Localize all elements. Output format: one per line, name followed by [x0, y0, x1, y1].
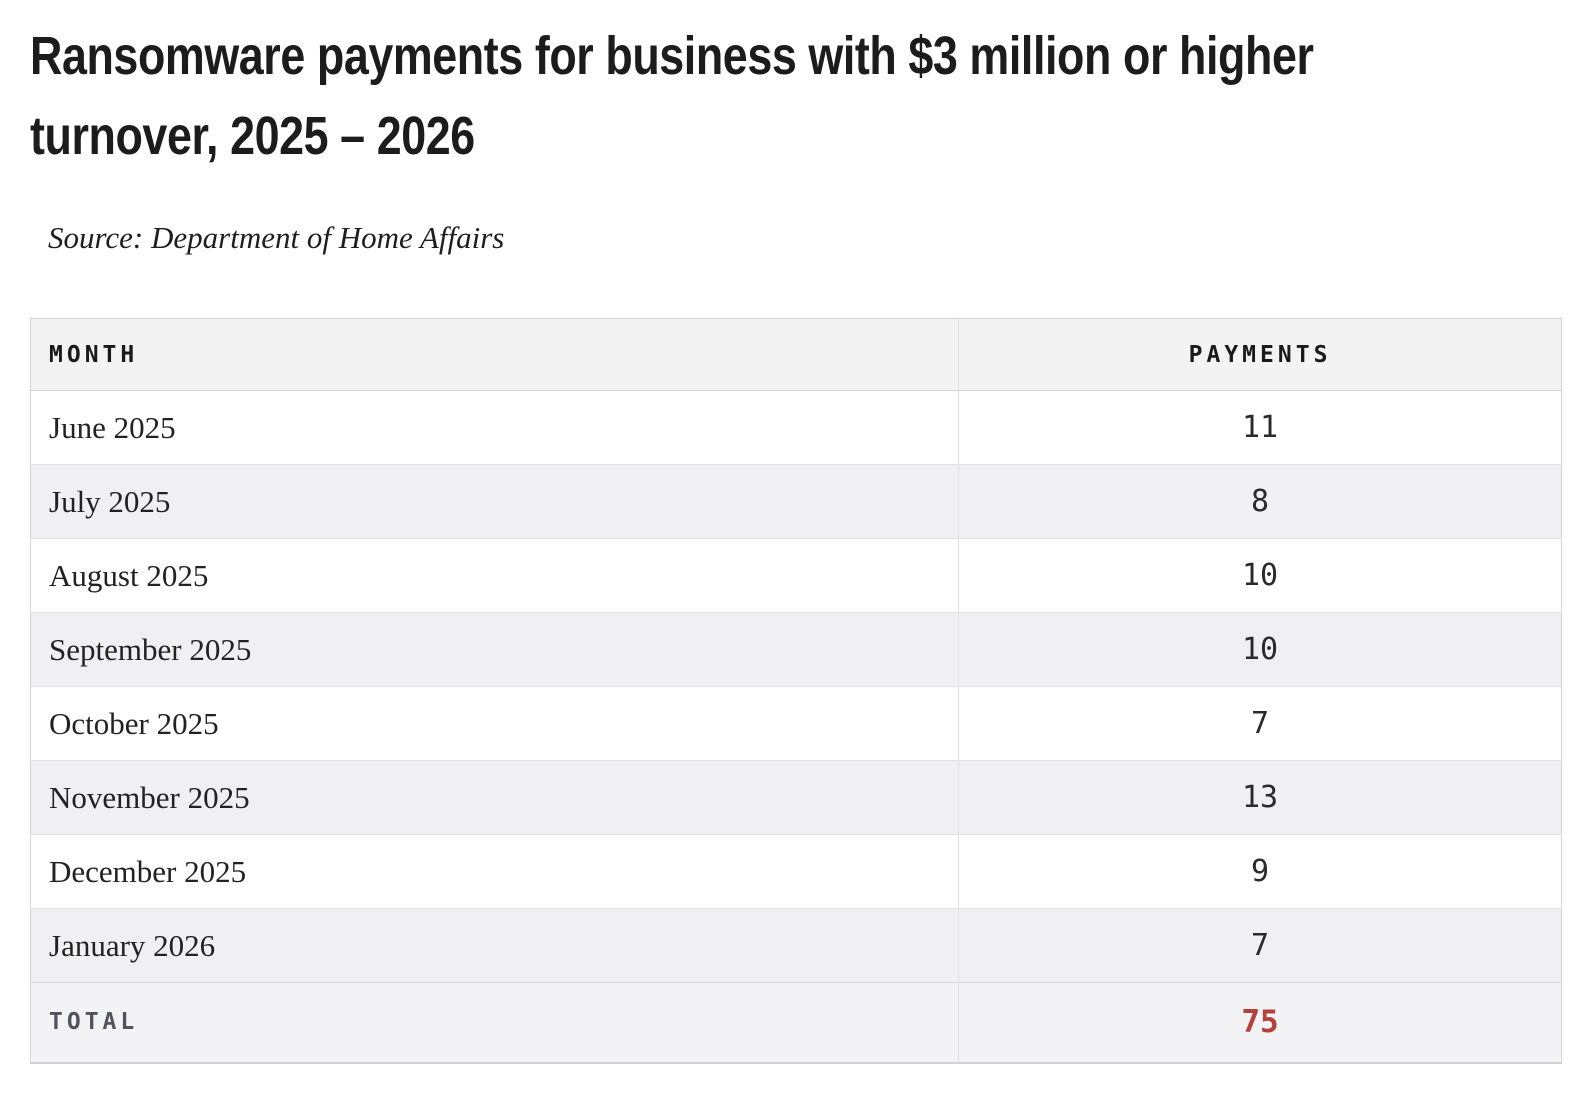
- table-row: September 2025 10: [30, 612, 1562, 687]
- month-cell: November 2025: [30, 760, 959, 835]
- total-label: TOTAL: [30, 982, 959, 1063]
- payments-cell: 7: [958, 686, 1562, 761]
- page-title-line-2: turnover, 2025 – 2026: [30, 106, 475, 166]
- table-header-row: MONTH PAYMENTS: [30, 318, 1562, 391]
- payments-cell: 10: [958, 612, 1562, 687]
- table-row: November 2025 13: [30, 760, 1562, 835]
- month-cell: January 2026: [30, 908, 959, 983]
- month-cell: July 2025: [30, 464, 959, 539]
- page-title: Ransomware payments for business with $3…: [30, 16, 1562, 176]
- page-title-line-1: Ransomware payments for business with $3…: [30, 26, 1314, 86]
- payments-cell: 9: [958, 834, 1562, 909]
- table-row: October 2025 7: [30, 686, 1562, 761]
- payments-cell: 10: [958, 538, 1562, 613]
- table-row: January 2026 7: [30, 908, 1562, 983]
- page: Ransomware payments for business with $3…: [0, 16, 1582, 1064]
- table-footer: TOTAL 75: [30, 982, 1562, 1063]
- column-header-payments: PAYMENTS: [958, 318, 1562, 391]
- table-row: July 2025 8: [30, 464, 1562, 539]
- payments-cell: 11: [958, 390, 1562, 465]
- month-cell: June 2025: [30, 390, 959, 465]
- month-cell: September 2025: [30, 612, 959, 687]
- table-header: MONTH PAYMENTS: [30, 318, 1562, 391]
- table-row: June 2025 11: [30, 390, 1562, 465]
- payments-cell: 7: [958, 908, 1562, 983]
- table-row: December 2025 9: [30, 834, 1562, 909]
- total-row: TOTAL 75: [30, 982, 1562, 1063]
- month-cell: December 2025: [30, 834, 959, 909]
- payments-cell: 8: [958, 464, 1562, 539]
- column-header-month: MONTH: [30, 318, 959, 391]
- month-cell: August 2025: [30, 538, 959, 613]
- total-value: 75: [958, 982, 1562, 1063]
- payments-cell: 13: [958, 760, 1562, 835]
- month-cell: October 2025: [30, 686, 959, 761]
- payments-table: MONTH PAYMENTS June 2025 11 July 2025 8 …: [30, 318, 1562, 1064]
- source-note: Source: Department of Home Affairs: [48, 220, 505, 255]
- table-row: August 2025 10: [30, 538, 1562, 613]
- table-body: June 2025 11 July 2025 8 August 2025 10 …: [30, 390, 1562, 983]
